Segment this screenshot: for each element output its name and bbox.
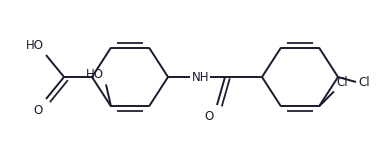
Text: Cl: Cl: [336, 76, 348, 89]
Text: HO: HO: [86, 68, 104, 81]
Text: HO: HO: [26, 39, 44, 52]
Text: O: O: [205, 110, 214, 123]
Text: NH: NH: [192, 71, 210, 83]
Text: O: O: [34, 104, 43, 117]
Text: Cl: Cl: [358, 75, 370, 89]
